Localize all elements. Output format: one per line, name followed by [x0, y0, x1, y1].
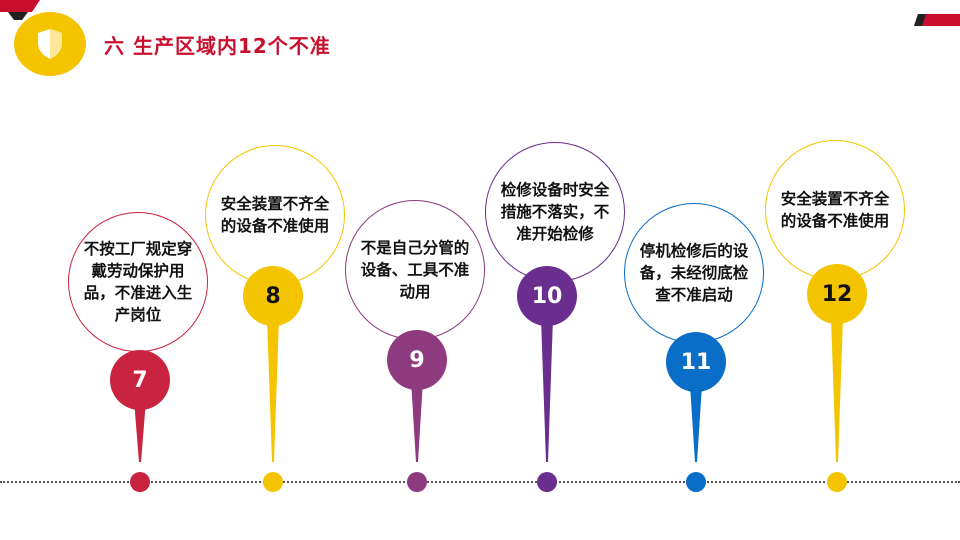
shield-icon [38, 29, 62, 59]
rule-text: 检修设备时安全措施不落实，不准开始检修 [500, 181, 610, 243]
pin-stem [690, 385, 702, 462]
pin-stem-shape [690, 385, 702, 462]
rule-item-12: 安全装置不齐全的设备不准使用 12 [747, 0, 927, 540]
rule-item-11: 停机检修后的设备，未经彻底检查不准启动 11 [606, 0, 786, 540]
rule-number: 11 [680, 349, 712, 375]
rule-number-badge: 7 [110, 350, 170, 410]
timeline-dot [686, 472, 706, 492]
pin-stem-shape [831, 318, 843, 462]
pin-stem [134, 400, 146, 462]
rule-number: 9 [409, 347, 425, 373]
pin-stem [411, 380, 423, 462]
rule-number-badge: 11 [666, 332, 726, 392]
pin-stem-shape [411, 380, 423, 462]
pin-stem [541, 318, 553, 462]
timeline-dot [827, 472, 847, 492]
rule-bubble: 安全装置不齐全的设备不准使用 [205, 145, 345, 285]
rule-number-badge: 12 [807, 264, 867, 324]
timeline-dot [537, 472, 557, 492]
rule-bubble: 不按工厂规定穿戴劳动保护用品，不准进入生产岗位 [68, 212, 208, 352]
rule-number-badge: 9 [387, 330, 447, 390]
rule-text: 安全装置不齐全的设备不准使用 [220, 195, 330, 235]
timeline-baseline [0, 481, 960, 483]
pin-stem [267, 318, 279, 462]
pin-stem-shape [541, 318, 553, 462]
rule-number-badge: 8 [243, 266, 303, 326]
rule-number: 7 [132, 367, 148, 393]
rule-bubble: 安全装置不齐全的设备不准使用 [765, 140, 905, 280]
pin-stem [831, 318, 843, 462]
timeline-dot [407, 472, 427, 492]
page-title: 六 生产区域内12个不准 [104, 34, 331, 58]
rule-number: 8 [265, 283, 281, 309]
rule-item-8: 安全装置不齐全的设备不准使用 8 [183, 0, 363, 540]
rule-item-10: 检修设备时安全措施不落实，不准开始检修 10 [457, 0, 637, 540]
rule-text: 不按工厂规定穿戴劳动保护用品，不准进入生产岗位 [83, 240, 193, 324]
rule-text: 不是自己分管的设备、工具不准动用 [360, 239, 470, 301]
rule-item-9: 不是自己分管的设备、工具不准动用 9 [327, 0, 507, 540]
corner-decoration-right [914, 14, 960, 26]
rule-number: 10 [531, 283, 563, 309]
timeline-dot [130, 472, 150, 492]
rule-text: 安全装置不齐全的设备不准使用 [780, 190, 890, 230]
rule-text: 停机检修后的设备，未经彻底检查不准启动 [639, 242, 749, 304]
rule-bubble: 不是自己分管的设备、工具不准动用 [345, 200, 485, 340]
rule-bubble: 停机检修后的设备，未经彻底检查不准启动 [624, 203, 764, 343]
rule-item-7: 不按工厂规定穿戴劳动保护用品，不准进入生产岗位 7 [50, 0, 230, 540]
rule-number: 12 [821, 281, 853, 307]
timeline-dot [263, 472, 283, 492]
pin-stem-shape [134, 400, 146, 462]
rule-number-badge: 10 [517, 266, 577, 326]
corner-decoration-left [0, 0, 40, 20]
rule-bubble: 检修设备时安全措施不落实，不准开始检修 [485, 142, 625, 282]
pin-stem-shape [267, 318, 279, 462]
shield-badge [14, 12, 86, 76]
